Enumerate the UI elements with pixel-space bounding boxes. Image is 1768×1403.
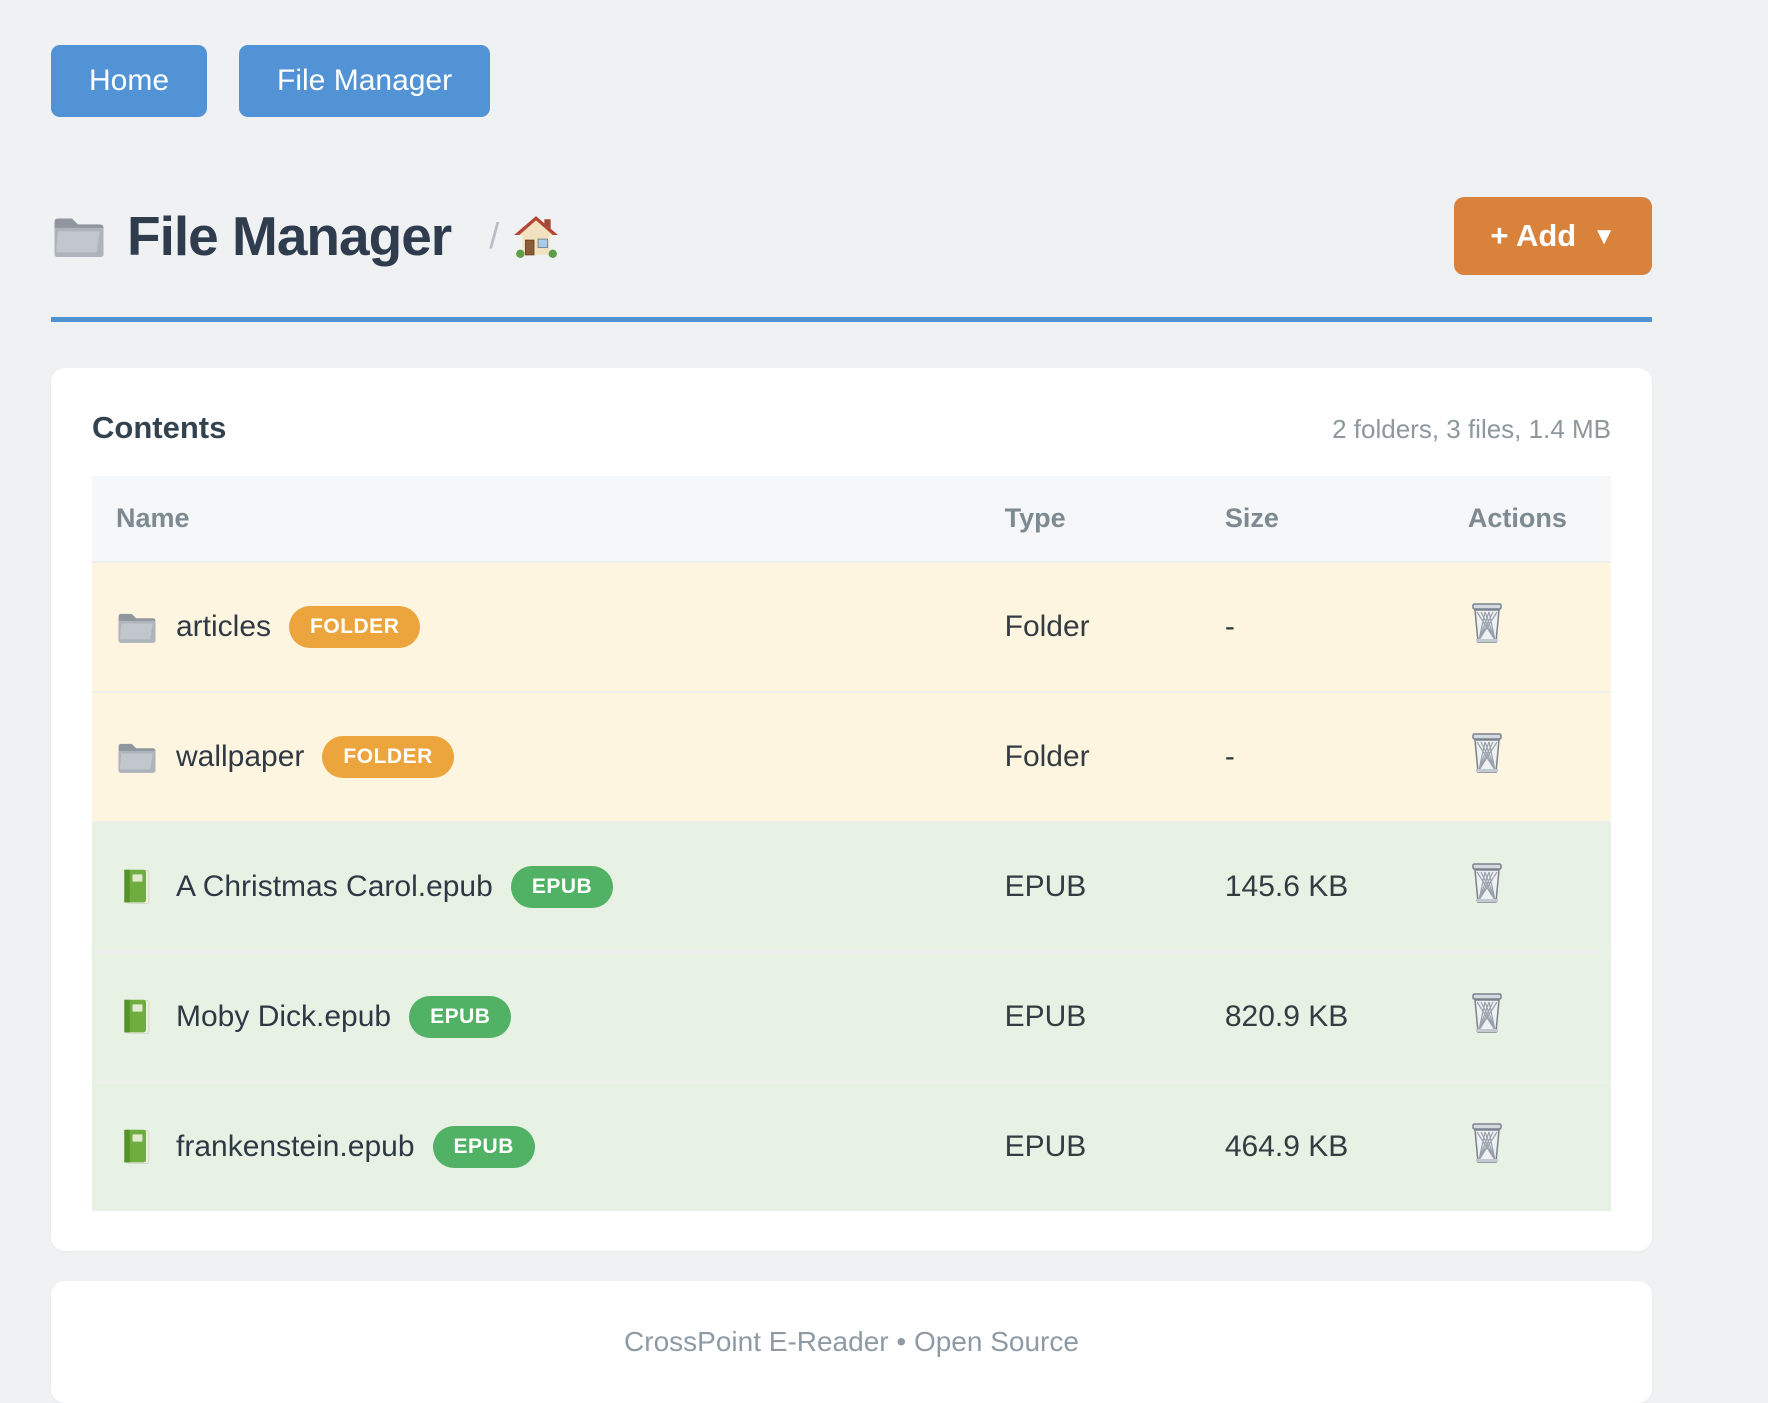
table-header-row: Name Type Size Actions: [92, 476, 1611, 562]
column-header-size: Size: [1200, 476, 1444, 562]
page-header: File Manager / + Add ▼: [51, 197, 1652, 322]
title-group: File Manager /: [51, 204, 559, 268]
folder-icon: [118, 743, 156, 773]
column-header-type: Type: [980, 476, 1201, 562]
item-size: -: [1200, 561, 1444, 692]
contents-summary: 2 folders, 3 files, 1.4 MB: [1332, 414, 1611, 444]
item-size: 145.6 KB: [1200, 821, 1444, 952]
top-nav: Home File Manager: [51, 45, 1652, 117]
table-row-articles[interactable]: articles FOLDER Folder -: [92, 561, 1611, 692]
footer: CrossPoint E-Reader • Open Source: [51, 1281, 1652, 1403]
item-type: EPUB: [980, 1081, 1201, 1211]
file-table: Name Type Size Actions articles FOLDER: [92, 476, 1611, 1211]
page-title: File Manager: [127, 205, 452, 267]
item-name[interactable]: wallpaper: [176, 740, 305, 773]
file-manager-button[interactable]: File Manager: [239, 45, 491, 117]
column-header-name: Name: [92, 476, 981, 562]
trash-icon: [1472, 1123, 1502, 1163]
item-type: Folder: [980, 691, 1201, 822]
folder-icon: [118, 613, 156, 643]
item-type: Folder: [980, 561, 1201, 692]
book-icon: [123, 1129, 150, 1164]
home-icon[interactable]: [513, 213, 559, 259]
item-type: EPUB: [980, 951, 1201, 1082]
item-size: 820.9 KB: [1200, 951, 1444, 1082]
item-name[interactable]: articles: [176, 610, 272, 643]
delete-button[interactable]: [1468, 731, 1506, 775]
item-size: -: [1200, 691, 1444, 822]
trash-icon: [1472, 993, 1502, 1033]
item-name[interactable]: Moby Dick.epub: [176, 1000, 392, 1033]
add-button-label: + Add: [1490, 218, 1577, 253]
table-row-moby-dick[interactable]: Moby Dick.epub EPUB EPUB 820.9 KB: [92, 951, 1611, 1082]
item-type: EPUB: [980, 821, 1201, 952]
delete-button[interactable]: [1468, 991, 1506, 1035]
table-row-frankenstein[interactable]: frankenstein.epub EPUB EPUB 464.9 KB: [92, 1081, 1611, 1211]
item-name[interactable]: A Christmas Carol.epub: [176, 870, 493, 903]
trash-icon: [1472, 733, 1502, 773]
table-row-christmas-carol[interactable]: A Christmas Carol.epub EPUB EPUB 145.6 K…: [92, 821, 1611, 952]
trash-icon: [1472, 603, 1502, 643]
folder-badge: FOLDER: [322, 736, 454, 778]
item-name[interactable]: frankenstein.epub: [176, 1130, 415, 1163]
caret-down-icon: ▼: [1592, 223, 1616, 250]
book-icon: [123, 869, 150, 904]
home-button[interactable]: Home: [51, 45, 208, 117]
footer-text: CrossPoint E-Reader • Open Source: [624, 1326, 1079, 1357]
add-button[interactable]: + Add ▼: [1454, 197, 1652, 275]
book-icon: [123, 999, 150, 1034]
epub-badge: EPUB: [409, 996, 512, 1038]
table-row-wallpaper[interactable]: wallpaper FOLDER Folder -: [92, 691, 1611, 822]
column-header-actions: Actions: [1443, 476, 1611, 562]
folder-badge: FOLDER: [289, 606, 421, 648]
contents-card-header: Contents 2 folders, 3 files, 1.4 MB: [92, 410, 1611, 446]
folder-icon: [54, 218, 104, 257]
delete-button[interactable]: [1468, 601, 1506, 645]
trash-icon: [1472, 863, 1502, 903]
contents-card: Contents 2 folders, 3 files, 1.4 MB Name…: [51, 368, 1652, 1251]
breadcrumb: /: [489, 213, 559, 259]
breadcrumb-separator: /: [489, 215, 500, 256]
epub-badge: EPUB: [510, 866, 614, 908]
delete-button[interactable]: [1468, 861, 1506, 905]
delete-button[interactable]: [1468, 1121, 1506, 1165]
item-size: 464.9 KB: [1200, 1081, 1444, 1211]
epub-badge: EPUB: [432, 1126, 535, 1168]
contents-heading: Contents: [92, 410, 227, 445]
